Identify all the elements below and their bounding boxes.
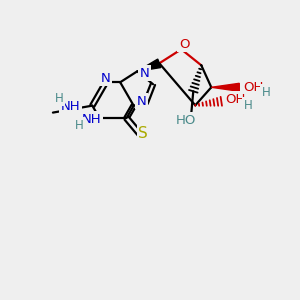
Polygon shape [211, 83, 239, 91]
Text: H: H [244, 99, 253, 112]
Text: NH: NH [61, 100, 80, 113]
Text: H: H [262, 86, 271, 99]
Text: OH: OH [225, 93, 245, 106]
Text: NH: NH [82, 112, 101, 126]
Text: OH: OH [243, 81, 263, 94]
Text: N: N [140, 67, 149, 80]
Polygon shape [137, 59, 161, 71]
Text: S: S [138, 125, 148, 140]
Text: N: N [101, 72, 111, 85]
Text: H: H [55, 92, 64, 105]
Text: N: N [137, 94, 146, 108]
Text: HO: HO [176, 114, 196, 127]
Text: H: H [75, 118, 84, 132]
Text: O: O [179, 38, 190, 51]
